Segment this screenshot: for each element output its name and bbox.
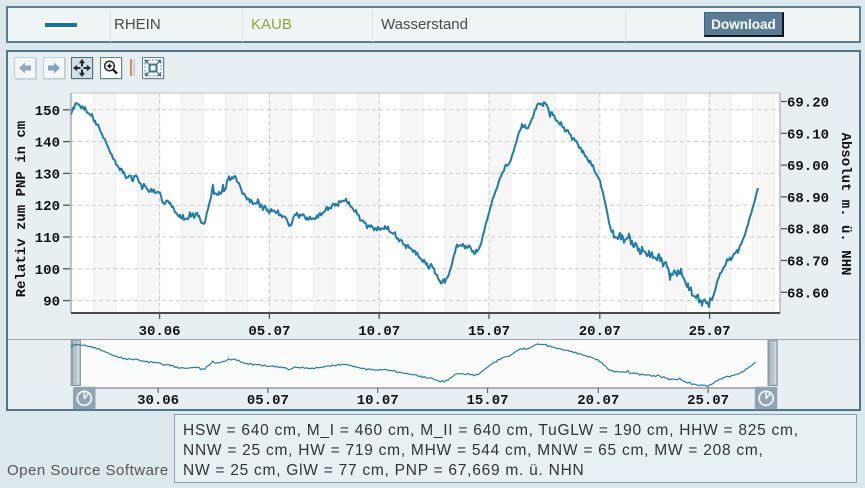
svg-text:130: 130 <box>35 167 60 183</box>
svg-text:90: 90 <box>43 295 60 311</box>
svg-text:140: 140 <box>35 136 60 152</box>
svg-text:30.06: 30.06 <box>137 393 179 409</box>
svg-text:Relativ zum PNP in cm: Relativ zum PNP in cm <box>14 121 30 297</box>
svg-text:15.07: 15.07 <box>468 324 510 340</box>
svg-text:20.07: 20.07 <box>577 393 619 409</box>
svg-text:150: 150 <box>35 104 60 120</box>
svg-text:10.07: 10.07 <box>358 324 400 340</box>
svg-text:69.10: 69.10 <box>787 127 829 143</box>
svg-text:15.07: 15.07 <box>466 393 508 409</box>
svg-text:25.07: 25.07 <box>687 393 729 409</box>
svg-text:69.20: 69.20 <box>787 96 829 112</box>
svg-text:68.90: 68.90 <box>787 191 829 207</box>
svg-text:100: 100 <box>35 263 60 279</box>
svg-text:Absolut m. ü. NHN: Absolut m. ü. NHN <box>837 133 853 276</box>
svg-text:30.06: 30.06 <box>139 324 181 340</box>
svg-text:20.07: 20.07 <box>579 324 621 340</box>
svg-text:10.07: 10.07 <box>357 393 399 409</box>
svg-text:05.07: 05.07 <box>248 324 290 340</box>
svg-text:25.07: 25.07 <box>689 324 731 340</box>
svg-text:68.60: 68.60 <box>787 286 829 302</box>
svg-text:68.80: 68.80 <box>787 223 829 239</box>
svg-text:05.07: 05.07 <box>247 393 289 409</box>
svg-text:69.00: 69.00 <box>787 159 829 175</box>
svg-text:110: 110 <box>35 231 60 247</box>
svg-text:68.70: 68.70 <box>787 255 829 271</box>
svg-text:120: 120 <box>35 199 60 215</box>
